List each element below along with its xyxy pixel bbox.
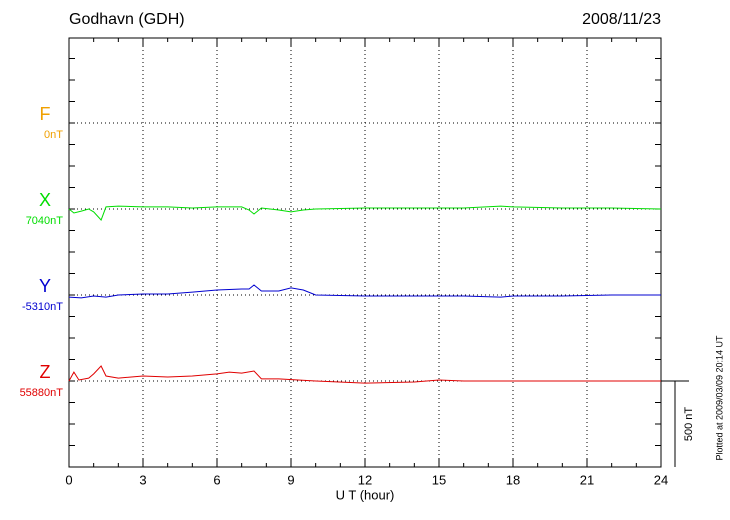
x-tick-label: 21: [580, 472, 594, 487]
series-name: Z: [40, 362, 51, 382]
x-tick-label: 9: [287, 472, 294, 487]
baseline-label: -5310nT: [22, 301, 63, 313]
x-tick-label: 3: [139, 472, 146, 487]
series-name: Y: [39, 276, 51, 296]
baseline-label: 55880nT: [20, 387, 64, 399]
baseline-label: 0nT: [44, 129, 63, 141]
series-line: [68, 365, 661, 384]
baseline-label: 7040nT: [26, 215, 64, 227]
x-tick-label: 0: [65, 472, 72, 487]
x-tick-label: 18: [506, 472, 520, 487]
date: 2008/11/23: [582, 11, 661, 28]
series-name: X: [39, 190, 51, 210]
plot-note: Plotted at 2009/03/09 20:14 UT: [714, 335, 724, 461]
x-axis-label: U T (hour): [336, 487, 395, 502]
scale-bar-label: 500 nT: [683, 407, 695, 442]
x-tick-label: 15: [432, 472, 446, 487]
chart-title: Godhavn (GDH): [69, 11, 185, 28]
x-tick-label: 6: [213, 472, 220, 487]
series-line: [68, 284, 661, 299]
series-line: [68, 205, 662, 221]
x-tick-label: 24: [654, 472, 668, 487]
x-tick-label: 12: [358, 472, 372, 487]
series-name: F: [40, 104, 51, 124]
